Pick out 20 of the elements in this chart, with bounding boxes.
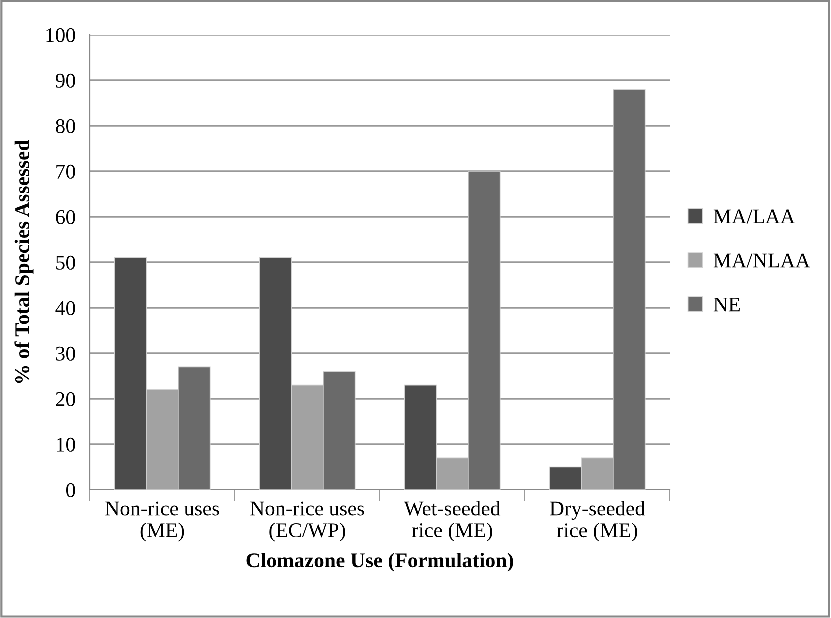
y-tick-label: 100 bbox=[46, 28, 76, 42]
y-tick-label: 10 bbox=[57, 438, 76, 452]
y-tick-label: 60 bbox=[56, 210, 76, 224]
x-tick-label: Dry-seeded rice (ME) bbox=[550, 501, 646, 542]
legend-label: MA/NLAA bbox=[714, 254, 810, 268]
legend-label: MA/LAA bbox=[714, 210, 796, 224]
x-tick-label: Non-rice uses (EC/WP) bbox=[250, 502, 364, 542]
y-tick-label: 0 bbox=[66, 483, 76, 498]
y-tick-label: 70 bbox=[56, 164, 76, 179]
x-axis-title: Clomazone Use (Formulation) bbox=[246, 552, 514, 572]
y-tick-label: 80 bbox=[56, 119, 76, 134]
y-axis-title: % of Total Species Assessed bbox=[14, 140, 34, 384]
x-tick-label: Wet-seeded rice (ME) bbox=[404, 501, 501, 542]
y-tick-label: 40 bbox=[56, 301, 76, 316]
x-tick-label: Non-rice uses (ME) bbox=[106, 502, 220, 542]
y-tick-label: 90 bbox=[56, 74, 76, 88]
legend-label: NE bbox=[714, 298, 740, 312]
y-tick-label: 30 bbox=[56, 346, 76, 361]
y-tick-label: 20 bbox=[56, 392, 76, 406]
y-tick-label: 50 bbox=[56, 256, 76, 270]
